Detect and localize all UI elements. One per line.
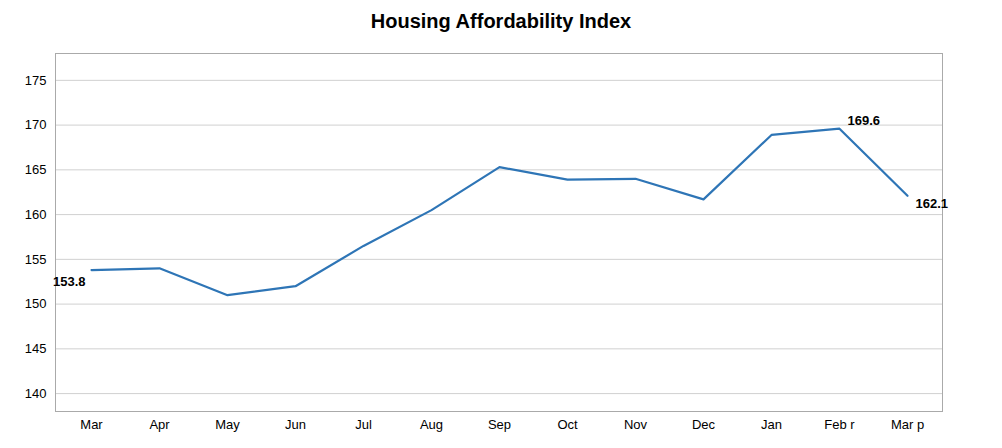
html-text:Housing Affordability Index: Housing Affordability Index [370, 10, 632, 32]
svg-text:Nov: Nov [624, 417, 648, 432]
svg-text:145: 145 [25, 341, 47, 356]
svg-text:Jan: Jan [761, 417, 782, 432]
svg-text:Jul: Jul [355, 417, 372, 432]
svg-text:Jun: Jun [285, 417, 306, 432]
svg-text:Dec: Dec [692, 417, 716, 432]
svg-text:153.8: 153.8 [53, 274, 86, 289]
svg-text:Mar: Mar [80, 417, 103, 432]
svg-text:165: 165 [25, 162, 47, 177]
svg-text:169.6: 169.6 [848, 113, 881, 128]
svg-text:Aug: Aug [420, 417, 443, 432]
svg-text:Feb r: Feb r [824, 417, 855, 432]
svg-text:170: 170 [25, 117, 47, 132]
svg-text:Mar p: Mar p [891, 417, 924, 432]
svg-text:150: 150 [25, 296, 47, 311]
svg-text:Oct: Oct [557, 417, 578, 432]
svg-text:May: May [215, 417, 240, 432]
svg-text:160: 160 [25, 207, 47, 222]
svg-text:162.1: 162.1 [916, 196, 949, 211]
svg-text:140: 140 [25, 386, 47, 401]
svg-text:155: 155 [25, 252, 47, 267]
svg-text:175: 175 [25, 73, 47, 88]
svg-text:Sep: Sep [488, 417, 511, 432]
svg-text:Apr: Apr [149, 417, 170, 432]
